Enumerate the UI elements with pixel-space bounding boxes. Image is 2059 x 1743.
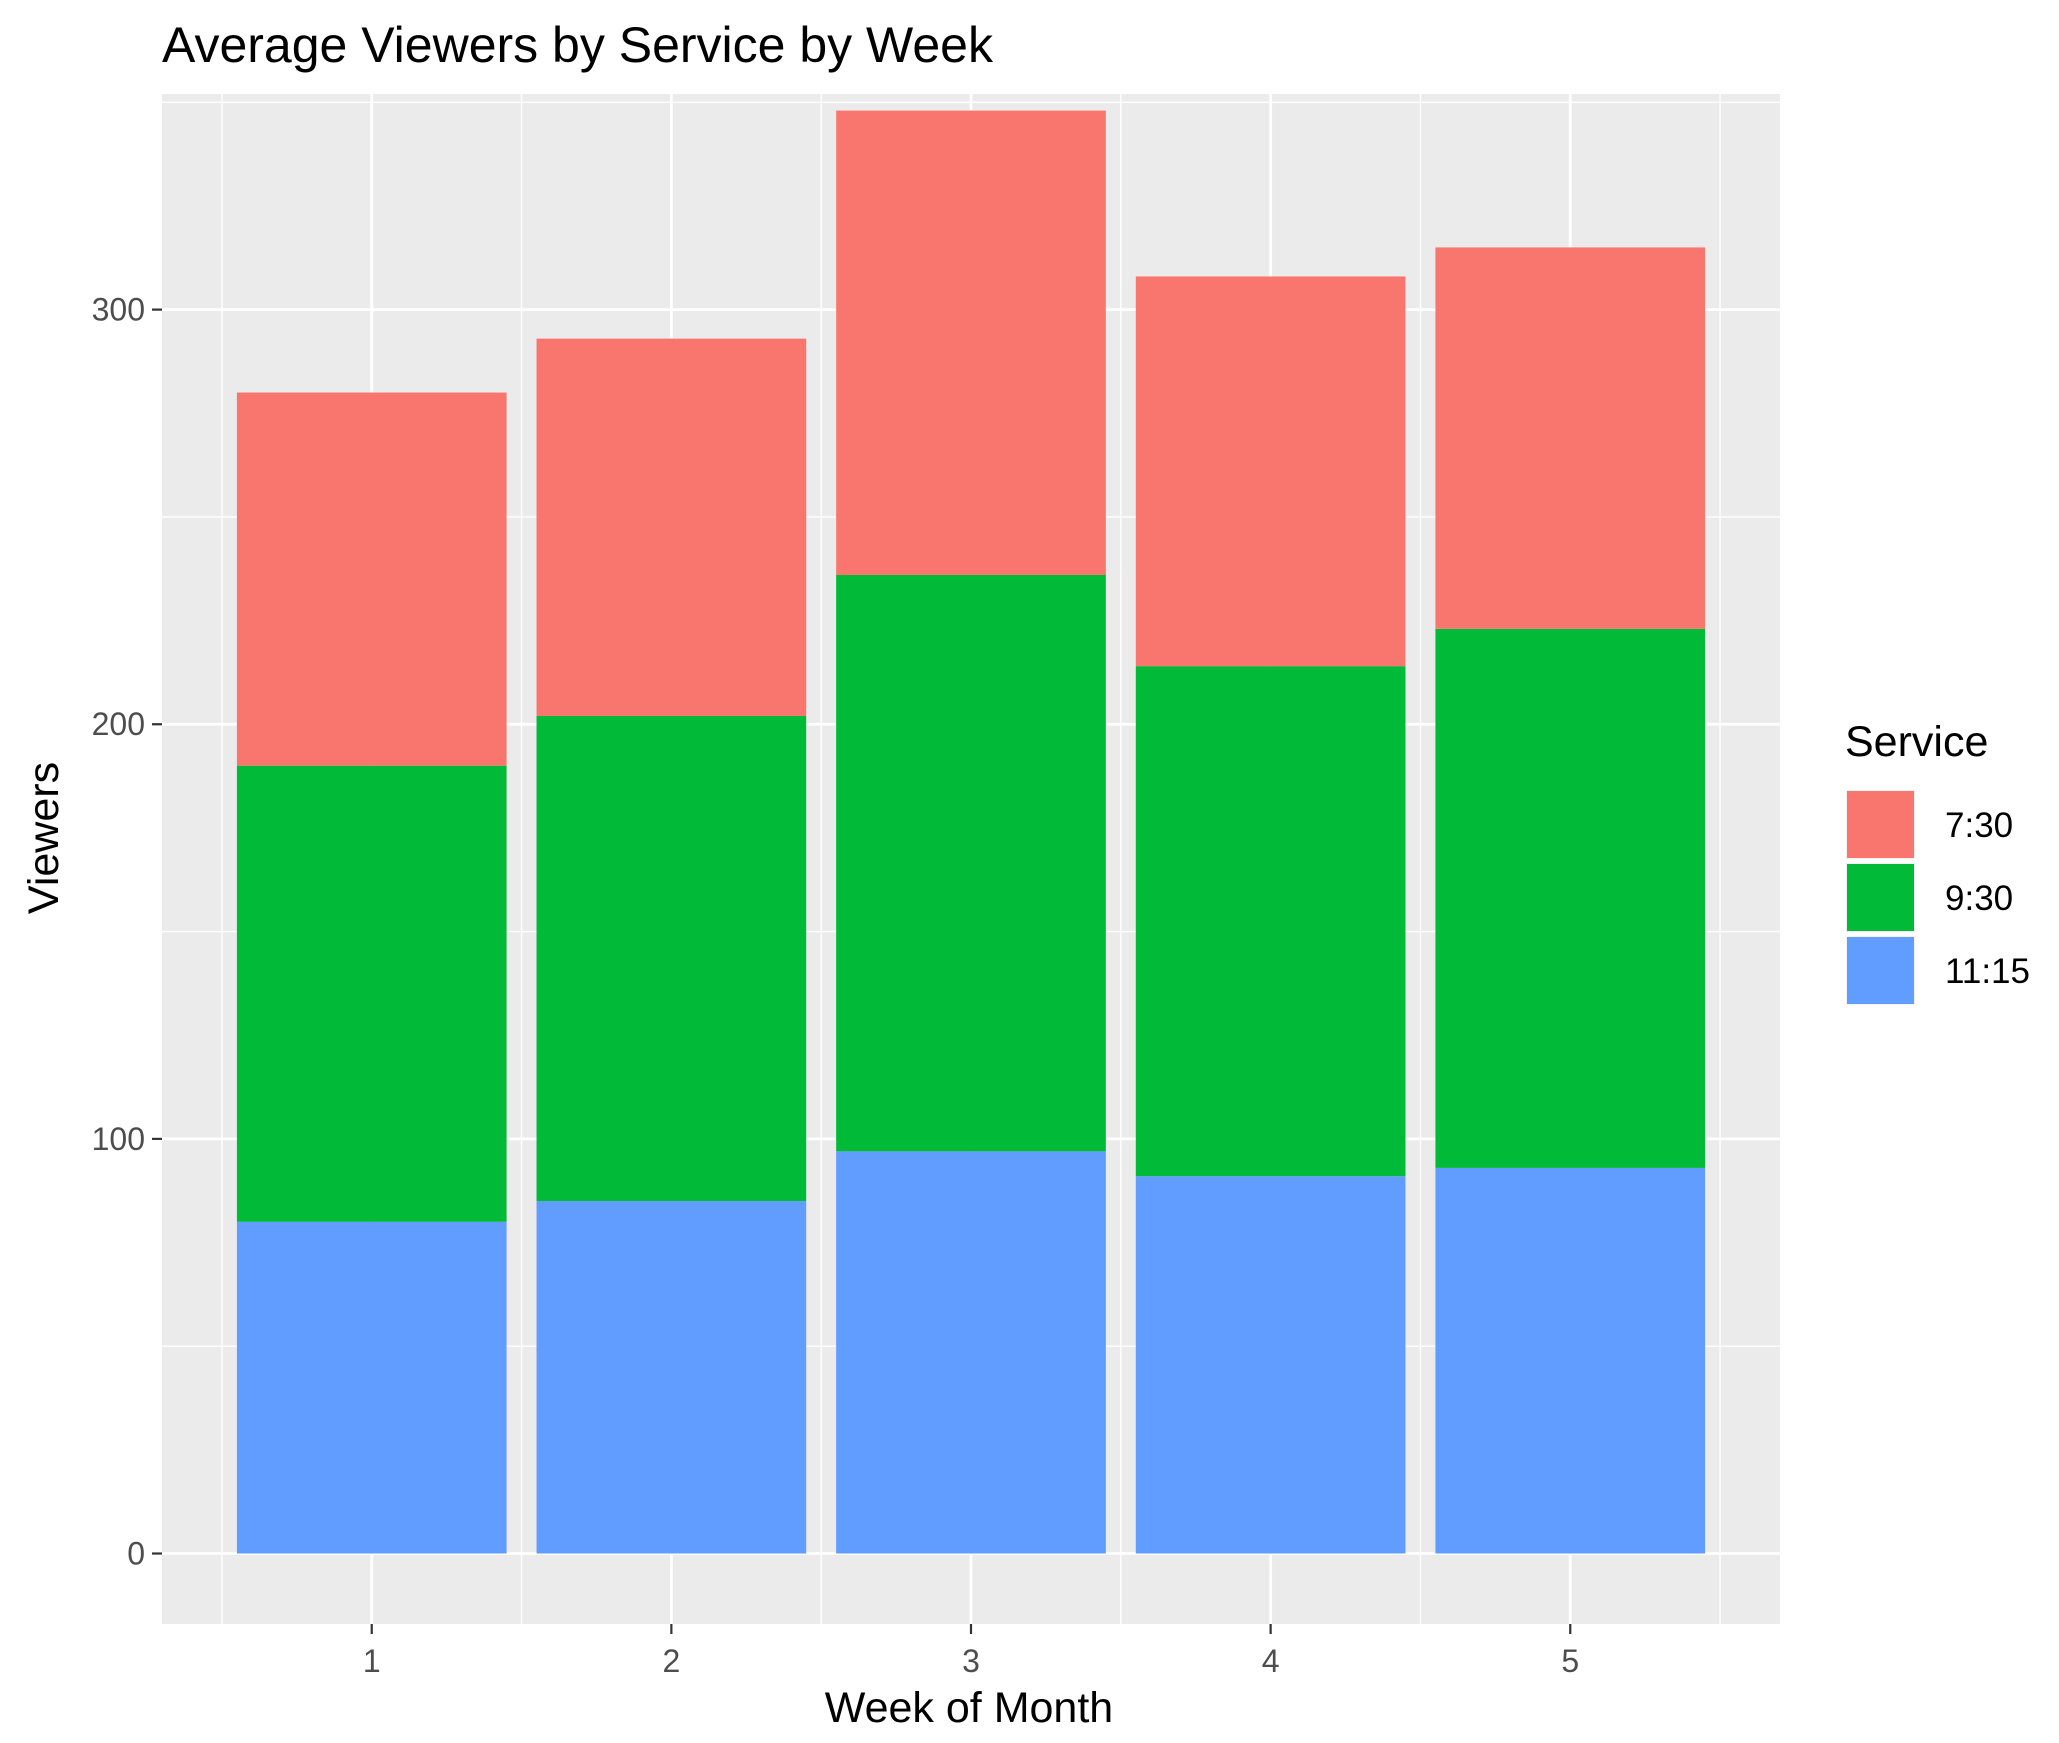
x-tick-label: 1 [363,1643,381,1679]
bar-segment-week2-1115 [536,1201,807,1554]
bar-segment-week5-1115 [1435,1167,1706,1554]
x-axis-label: Week of Month [825,1684,1113,1732]
bar-segment-week1-730 [236,392,507,766]
legend-key-swatch [1847,937,1914,1004]
bar-segment-week4-1115 [1135,1176,1406,1554]
legend-label: 7:30 [1945,806,2013,845]
bar-segment-week5-730 [1435,247,1706,629]
bar-segment-week5-930 [1435,628,1706,1168]
y-tick-label: 200 [92,706,145,742]
bar-segment-week3-930 [836,574,1106,1152]
legend-title: Service [1845,718,1988,766]
chart-title: Average Viewers by Service by Week [162,17,994,73]
bar-segment-week4-730 [1135,276,1406,667]
bars-layer [236,110,1706,1554]
x-tick-label: 3 [962,1643,980,1679]
bar-segment-week4-930 [1135,666,1406,1177]
y-tick-label: 100 [92,1121,145,1157]
y-tick-label: 300 [92,292,145,328]
x-axis-ticks: 1 2 3 4 5 [363,1624,1579,1679]
legend-label: 11:15 [1945,952,2030,991]
bar-segment-week1-930 [236,765,507,1222]
x-tick-label: 2 [662,1643,680,1679]
x-tick-label: 5 [1561,1643,1579,1679]
y-tick-label: 0 [127,1536,145,1572]
legend-key-swatch [1847,791,1914,858]
y-axis-ticks: 0 100 200 300 [92,292,162,1572]
y-axis-label: Viewers [20,762,68,914]
legend-key-swatch [1847,864,1914,931]
bar-segment-week3-730 [836,110,1106,575]
legend: Service 7:30 9:30 11:15 [1845,718,2030,1005]
bar-segment-week2-730 [536,338,807,716]
bar-segment-week3-1115 [836,1151,1106,1554]
legend-label: 9:30 [1945,879,2013,918]
bar-segment-week2-930 [536,715,807,1202]
bar-segment-week1-1115 [236,1221,507,1554]
x-tick-label: 4 [1262,1643,1280,1679]
